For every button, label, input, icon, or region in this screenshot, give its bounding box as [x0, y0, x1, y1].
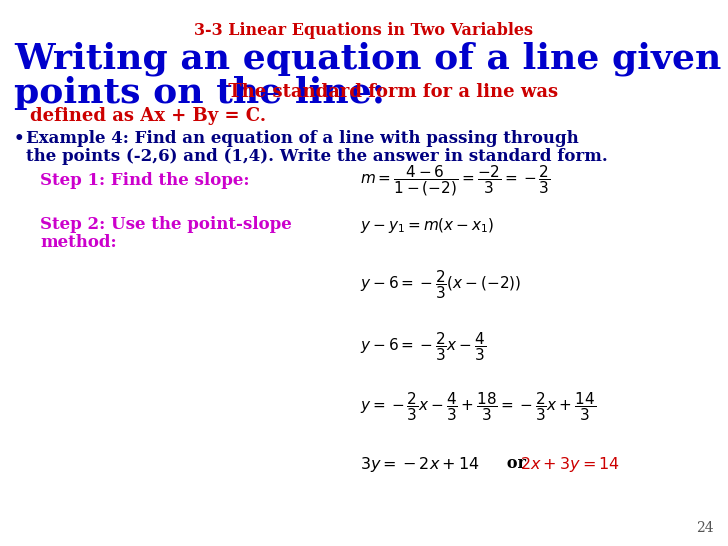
Text: $2x + 3y = 14$: $2x + 3y = 14$	[520, 455, 620, 474]
Text: or: or	[490, 455, 537, 472]
Text: $y - y_1 = m(x - x_1)$: $y - y_1 = m(x - x_1)$	[360, 216, 494, 235]
Text: Writing an equation of a line given two: Writing an equation of a line given two	[14, 42, 728, 76]
Text: points on the line:: points on the line:	[14, 76, 385, 110]
Text: the points (-2,6) and (1,4). Write the answer in standard form.: the points (-2,6) and (1,4). Write the a…	[26, 148, 608, 165]
Text: Example 4: Find an equation of a line with passing through: Example 4: Find an equation of a line wi…	[26, 130, 579, 147]
Text: The standard form for a line was: The standard form for a line was	[222, 83, 558, 101]
Text: $y - 6 = -\dfrac{2}{3}x - \dfrac{4}{3}$: $y - 6 = -\dfrac{2}{3}x - \dfrac{4}{3}$	[360, 330, 486, 363]
Text: $y - 6 = -\dfrac{2}{3}(x-(-2))$: $y - 6 = -\dfrac{2}{3}(x-(-2))$	[360, 268, 521, 301]
Text: $y = -\dfrac{2}{3}x - \dfrac{4}{3} + \dfrac{18}{3} = -\dfrac{2}{3}x + \dfrac{14}: $y = -\dfrac{2}{3}x - \dfrac{4}{3} + \df…	[360, 390, 596, 423]
Text: 3-3 Linear Equations in Two Variables: 3-3 Linear Equations in Two Variables	[194, 22, 534, 39]
Text: 24: 24	[697, 521, 714, 535]
Text: $3y = -2x + 14$: $3y = -2x + 14$	[360, 455, 480, 474]
Text: Step 1: Find the slope:: Step 1: Find the slope:	[40, 172, 250, 189]
Text: defined as Ax + By = C.: defined as Ax + By = C.	[30, 107, 266, 125]
Text: Step 2: Use the point-slope: Step 2: Use the point-slope	[40, 216, 292, 233]
Text: method:: method:	[40, 234, 116, 251]
Text: •: •	[14, 130, 25, 147]
Text: $m = \dfrac{4-6}{1-(-2)} = \dfrac{-2}{3} = -\dfrac{2}{3}$: $m = \dfrac{4-6}{1-(-2)} = \dfrac{-2}{3}…	[360, 163, 550, 198]
